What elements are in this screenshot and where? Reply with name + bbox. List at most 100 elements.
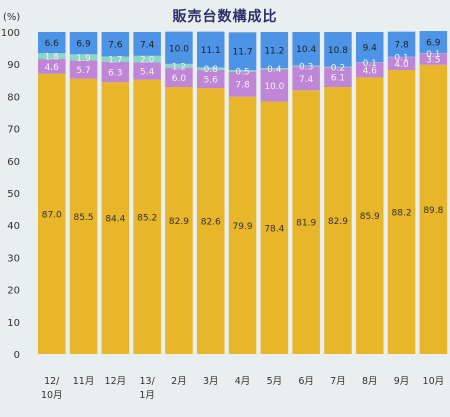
y-tick-label: 90 bbox=[7, 60, 20, 71]
y-axis-unit: (%) bbox=[3, 12, 20, 23]
x-tick-label: 12/ bbox=[44, 376, 60, 387]
bar-segment bbox=[38, 32, 66, 54]
x-tick-label: 13/ bbox=[140, 376, 156, 387]
bar-segment bbox=[197, 31, 225, 68]
bar-segment bbox=[101, 56, 130, 62]
data-label: 7.8 bbox=[394, 41, 409, 51]
x-tick-label: 12月 bbox=[105, 376, 127, 387]
bar-segment bbox=[101, 32, 130, 57]
data-label: 7.8 bbox=[235, 81, 250, 91]
data-label: 88.2 bbox=[392, 208, 412, 218]
data-label: 87.0 bbox=[42, 210, 62, 220]
chart-title: 販売台数構成比 bbox=[172, 9, 278, 25]
bar-segment bbox=[260, 32, 289, 69]
bar-segment bbox=[228, 69, 257, 72]
data-label: 10.0 bbox=[264, 82, 284, 92]
data-label: 85.9 bbox=[360, 212, 380, 222]
x-tick-label: 11月 bbox=[73, 376, 95, 387]
x-tick-label: 9月 bbox=[394, 376, 410, 387]
bar-segment bbox=[38, 59, 66, 74]
bar-segment bbox=[356, 32, 384, 63]
data-label: 0.1 bbox=[394, 53, 408, 63]
data-label: 81.9 bbox=[296, 219, 316, 229]
data-label: 7.4 bbox=[140, 40, 155, 50]
data-label: 4.6 bbox=[45, 63, 60, 73]
data-label: 10.8 bbox=[328, 46, 348, 56]
data-label: 4.6 bbox=[363, 66, 378, 76]
data-label: 0.1 bbox=[363, 59, 377, 69]
data-label: 0.1 bbox=[426, 50, 440, 60]
bar-segment bbox=[133, 32, 161, 56]
bar-segment bbox=[292, 90, 320, 355]
data-label: 6.6 bbox=[45, 39, 60, 49]
data-label: 84.4 bbox=[105, 215, 125, 225]
bar-segment bbox=[69, 78, 98, 354]
bar-segment bbox=[69, 60, 98, 79]
bar-segment bbox=[324, 32, 352, 67]
bar-segment bbox=[324, 87, 352, 354]
bar-segment bbox=[260, 101, 289, 354]
data-label: 6.3 bbox=[108, 69, 122, 79]
bar-segment bbox=[197, 67, 225, 70]
data-label: 5.7 bbox=[76, 66, 90, 76]
y-tick-label: 70 bbox=[7, 125, 20, 136]
y-tick-label: 100 bbox=[1, 28, 20, 39]
data-label: 4.0 bbox=[394, 60, 409, 70]
y-tick-label: 60 bbox=[7, 157, 20, 168]
x-tick-label: 4月 bbox=[235, 376, 251, 387]
x-tick-label: 5月 bbox=[267, 376, 283, 387]
data-label: 82.6 bbox=[201, 218, 221, 228]
y-tick-label: 0 bbox=[14, 350, 20, 361]
data-label: 0.5 bbox=[235, 67, 249, 77]
data-label: 78.4 bbox=[264, 224, 284, 234]
data-label: 1.2 bbox=[172, 62, 186, 72]
data-label: 6.0 bbox=[172, 74, 187, 84]
bar-segment bbox=[133, 79, 161, 354]
bar-segment bbox=[356, 62, 384, 78]
data-label: 82.9 bbox=[169, 217, 189, 227]
x-tick-label: 2月 bbox=[171, 376, 187, 387]
data-label: 0.8 bbox=[204, 65, 219, 75]
data-label: 10.4 bbox=[296, 45, 316, 55]
bar-segment bbox=[38, 73, 66, 355]
bar-segment bbox=[387, 69, 416, 354]
bar-segment bbox=[228, 96, 257, 355]
bar-segment bbox=[228, 32, 257, 70]
data-label: 11.2 bbox=[264, 47, 284, 57]
data-label: 7.6 bbox=[108, 41, 123, 51]
data-label: 6.1 bbox=[331, 74, 345, 84]
bar-segment bbox=[101, 82, 130, 355]
data-label: 6.9 bbox=[76, 40, 91, 50]
bar-segment bbox=[165, 87, 193, 354]
bar-segment bbox=[197, 69, 225, 89]
data-label: 2.0 bbox=[140, 56, 155, 66]
bar-segment bbox=[165, 63, 193, 68]
bar-segment bbox=[356, 77, 384, 354]
data-label: 79.9 bbox=[233, 222, 253, 232]
bar-segment bbox=[419, 31, 448, 54]
y-tick-label: 10 bbox=[7, 318, 20, 329]
bar-segment bbox=[101, 61, 130, 83]
data-label: 1.7 bbox=[108, 56, 122, 66]
bar-segment bbox=[38, 53, 66, 60]
x-tick-label: 6月 bbox=[298, 376, 314, 387]
data-label: 10.0 bbox=[169, 44, 189, 54]
bar-segment bbox=[165, 67, 193, 88]
bar-segment bbox=[292, 32, 320, 66]
bar-segment bbox=[197, 88, 225, 354]
y-tick-label: 40 bbox=[7, 221, 20, 232]
bar-segment bbox=[69, 32, 98, 55]
data-label: 1.8 bbox=[45, 53, 60, 63]
bar-segment bbox=[292, 66, 320, 91]
bar-segment bbox=[292, 65, 320, 67]
bar-segment bbox=[133, 62, 161, 80]
bar-segment bbox=[133, 55, 161, 63]
data-label: 82.9 bbox=[328, 217, 348, 227]
data-label: 7.4 bbox=[299, 75, 314, 85]
bar-segment bbox=[419, 64, 448, 355]
bar-segment bbox=[387, 57, 416, 70]
bar-segment bbox=[260, 69, 289, 102]
y-tick-label: 50 bbox=[7, 189, 20, 200]
